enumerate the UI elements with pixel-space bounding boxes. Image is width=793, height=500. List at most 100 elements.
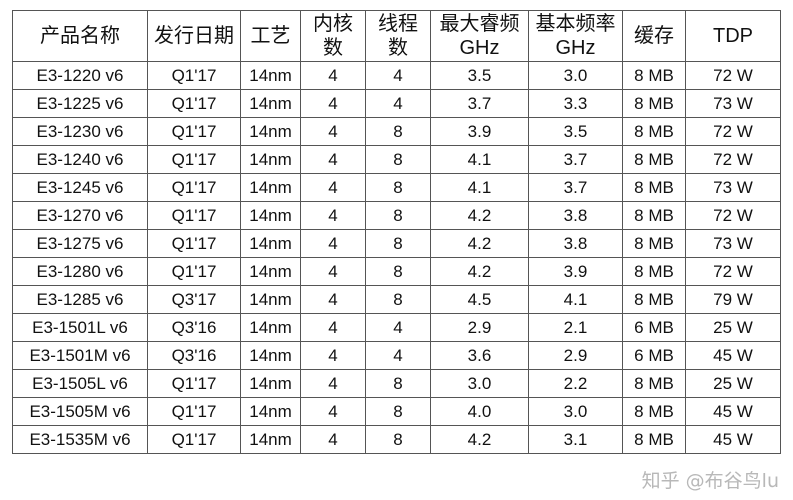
column-header: 工艺 (240, 10, 301, 62)
table-cell: Q1'17 (147, 117, 241, 146)
table-cell: 8 MB (622, 117, 686, 146)
table-cell: 14nm (240, 173, 301, 202)
table-row: E3-1270 v6 Q1'17 14nm 4 8 4.2 3.8 8 MB 72 W (12, 201, 781, 230)
table-cell: 25 W (685, 369, 781, 398)
table-cell: 8 (365, 285, 431, 314)
table-cell: 8 MB (622, 61, 686, 90)
table-cell: 6 MB (622, 341, 686, 370)
table-cell: Q1'17 (147, 257, 241, 286)
table-cell: 4 (300, 145, 366, 174)
table-cell: 4 (365, 313, 431, 342)
table-cell: 2.9 (528, 341, 623, 370)
table-cell: 14nm (240, 313, 301, 342)
table-cell: 8 (365, 425, 431, 454)
table-cell: E3-1230 v6 (12, 117, 148, 146)
table-cell: E3-1505M v6 (12, 397, 148, 426)
table-cell: 8 MB (622, 285, 686, 314)
table-cell: 8 MB (622, 397, 686, 426)
column-header: 基本频率 GHz (528, 10, 623, 62)
table-row: E3-1245 v6 Q1'17 14nm 4 8 4.1 3.7 8 MB 73 W (12, 173, 781, 202)
table-cell: 14nm (240, 285, 301, 314)
table-cell: E3-1501L v6 (12, 313, 148, 342)
table-cell: 14nm (240, 257, 301, 286)
table-row: E3-1285 v6 Q3'17 14nm 4 8 4.5 4.1 8 MB 79 W (12, 285, 781, 314)
table-cell: 8 MB (622, 257, 686, 286)
table-cell: 3.9 (528, 257, 623, 286)
table-cell: 45 W (685, 397, 781, 426)
table-cell: E3-1220 v6 (12, 61, 148, 90)
table-cell: E3-1535M v6 (12, 425, 148, 454)
column-header: 最大睿频 GHz (430, 10, 529, 62)
table-cell: 8 MB (622, 173, 686, 202)
table-cell: 4 (300, 257, 366, 286)
table-cell: 8 MB (622, 145, 686, 174)
table-cell: 4 (300, 341, 366, 370)
table-cell: Q1'17 (147, 61, 241, 90)
table-cell: 3.0 (528, 61, 623, 90)
table-cell: 8 (365, 257, 431, 286)
table-cell: 72 W (685, 145, 781, 174)
table-row: E3-1220 v6 Q1'17 14nm 4 4 3.5 3.0 8 MB 72 W (12, 61, 781, 90)
table-cell: 3.7 (430, 89, 529, 118)
table-row: E3-1280 v6 Q1'17 14nm 4 8 4.2 3.9 8 MB 72 W (12, 257, 781, 286)
table-cell: 4.5 (430, 285, 529, 314)
table-cell: 14nm (240, 425, 301, 454)
table-cell: 4 (300, 229, 366, 258)
table-row: E3-1225 v6 Q1'17 14nm 4 4 3.7 3.3 8 MB 73 W (12, 89, 781, 118)
table-cell: 3.3 (528, 89, 623, 118)
table-cell: Q1'17 (147, 425, 241, 454)
table-cell: 4.2 (430, 201, 529, 230)
table-cell: E3-1280 v6 (12, 257, 148, 286)
table-cell: Q1'17 (147, 397, 241, 426)
header-row: 产品名称 发行日期 工艺 内核 数线程 数最大睿频 GHz 基本频率 GHz 缓存 TDP (12, 10, 781, 62)
table-row: E3-1535M v6 Q1'17 14nm 4 8 4.2 3.1 8 MB 45 W (12, 425, 781, 454)
table-cell: Q3'16 (147, 341, 241, 370)
table-cell: E3-1245 v6 (12, 173, 148, 202)
table-cell: 2.9 (430, 313, 529, 342)
column-header: TDP (685, 10, 781, 62)
table-cell: 45 W (685, 425, 781, 454)
table-cell: 73 W (685, 173, 781, 202)
table-cell: 72 W (685, 257, 781, 286)
table-cell: 4 (300, 173, 366, 202)
table-cell: 4 (300, 117, 366, 146)
table-cell: E3-1285 v6 (12, 285, 148, 314)
table-cell: 4 (300, 425, 366, 454)
table-cell: 25 W (685, 313, 781, 342)
table-cell: Q1'17 (147, 201, 241, 230)
table-cell: 14nm (240, 229, 301, 258)
table-row: E3-1240 v6 Q1'17 14nm 4 8 4.1 3.7 8 MB 72 W (12, 145, 781, 174)
table-cell: 3.7 (528, 173, 623, 202)
table-cell: 14nm (240, 369, 301, 398)
table-cell: 73 W (685, 89, 781, 118)
table-cell: 2.1 (528, 313, 623, 342)
table-cell: 14nm (240, 201, 301, 230)
table-row: E3-1501M v6 Q3'16 14nm 4 4 3.6 2.9 6 MB 45 W (12, 341, 781, 370)
table-row: E3-1505M v6 Q1'17 14nm 4 8 4.0 3.0 8 MB 45 W (12, 397, 781, 426)
table-cell: 4 (300, 201, 366, 230)
table-cell: 4 (300, 397, 366, 426)
processor-spec-table: 产品名称 发行日期 工艺 内核 数线程 数最大睿频 GHz 基本频率 GHz 缓存 TDP … (12, 10, 781, 454)
table-cell: 3.7 (528, 145, 623, 174)
table-cell: 14nm (240, 117, 301, 146)
table-cell: 8 (365, 229, 431, 258)
table-cell: 4 (300, 285, 366, 314)
table-cell: 4.1 (528, 285, 623, 314)
table-cell: 4 (365, 61, 431, 90)
column-header: 发行日期 (147, 10, 241, 62)
table-cell: 45 W (685, 341, 781, 370)
table-cell: 8 (365, 117, 431, 146)
table-cell: 4.2 (430, 229, 529, 258)
table-cell: E3-1225 v6 (12, 89, 148, 118)
table-row: E3-1501L v6 Q3'16 14nm 4 4 2.9 2.1 6 MB 25 W (12, 313, 781, 342)
table-cell: E3-1501M v6 (12, 341, 148, 370)
table-cell: 79 W (685, 285, 781, 314)
table-cell: 6 MB (622, 313, 686, 342)
table-row: E3-1505L v6 Q1'17 14nm 4 8 3.0 2.2 8 MB 25 W (12, 369, 781, 398)
table-cell: 14nm (240, 61, 301, 90)
table-cell: 8 MB (622, 425, 686, 454)
table-cell: Q3'16 (147, 313, 241, 342)
table-cell: 3.0 (528, 397, 623, 426)
table-cell: 3.8 (528, 201, 623, 230)
table-cell: 4.2 (430, 257, 529, 286)
